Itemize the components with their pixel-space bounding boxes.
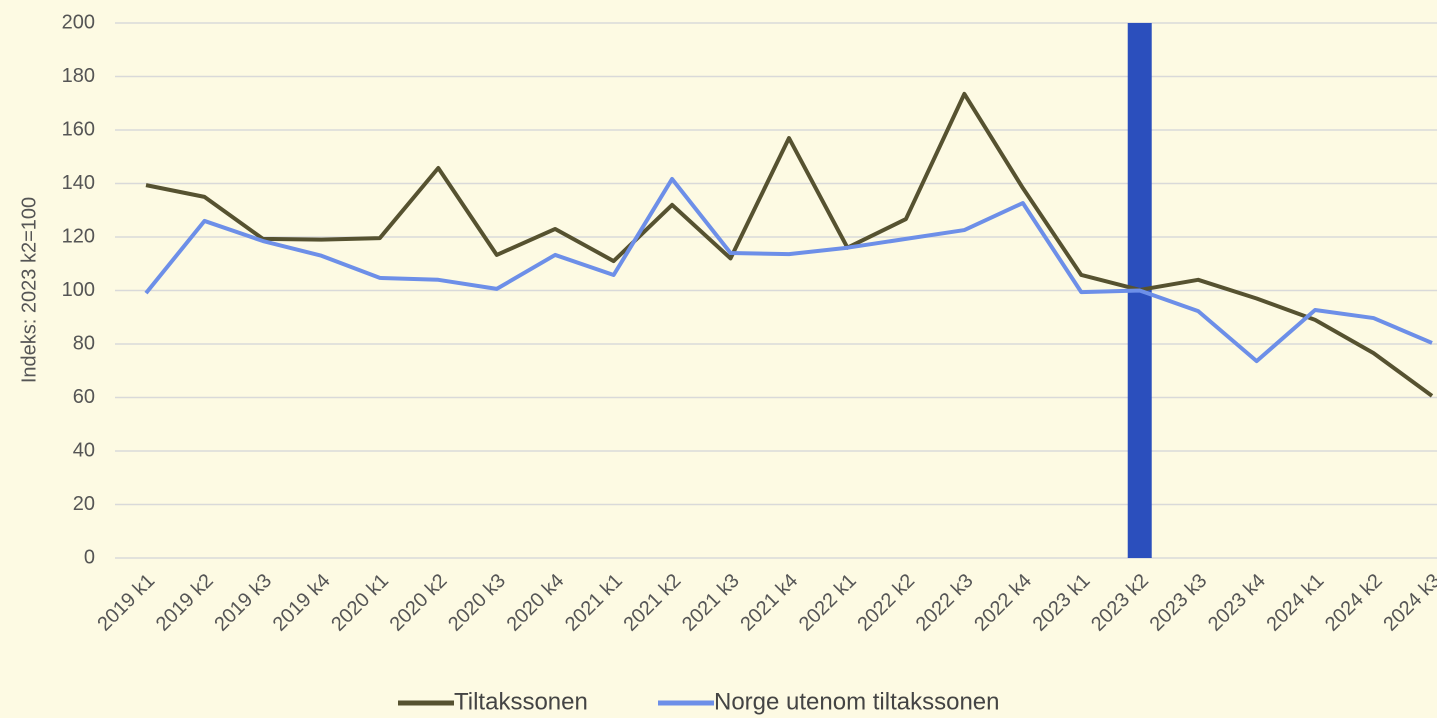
y-tick-label: 140 [62, 172, 95, 194]
y-tick-label: 0 [84, 546, 95, 568]
line [145, 91, 1434, 398]
y-tick-label: 200 [62, 11, 95, 33]
legend-label: Tiltakssonen [454, 688, 588, 715]
line [144, 176, 1433, 364]
y-tick-label: 100 [62, 279, 95, 301]
y-tick-label: 160 [62, 118, 95, 140]
y-tick-label: 180 [62, 65, 95, 87]
y-tick-label: 20 [73, 493, 95, 515]
y-tick-label: 60 [73, 386, 95, 408]
legend-label: Norge utenom tiltakssonen [714, 688, 1000, 715]
y-axis-label: Indeks: 2023 k2=100 [18, 197, 40, 383]
y-tick-label: 120 [62, 225, 95, 247]
y-tick-label: 40 [73, 439, 95, 461]
y-tick-label: 80 [73, 332, 95, 354]
